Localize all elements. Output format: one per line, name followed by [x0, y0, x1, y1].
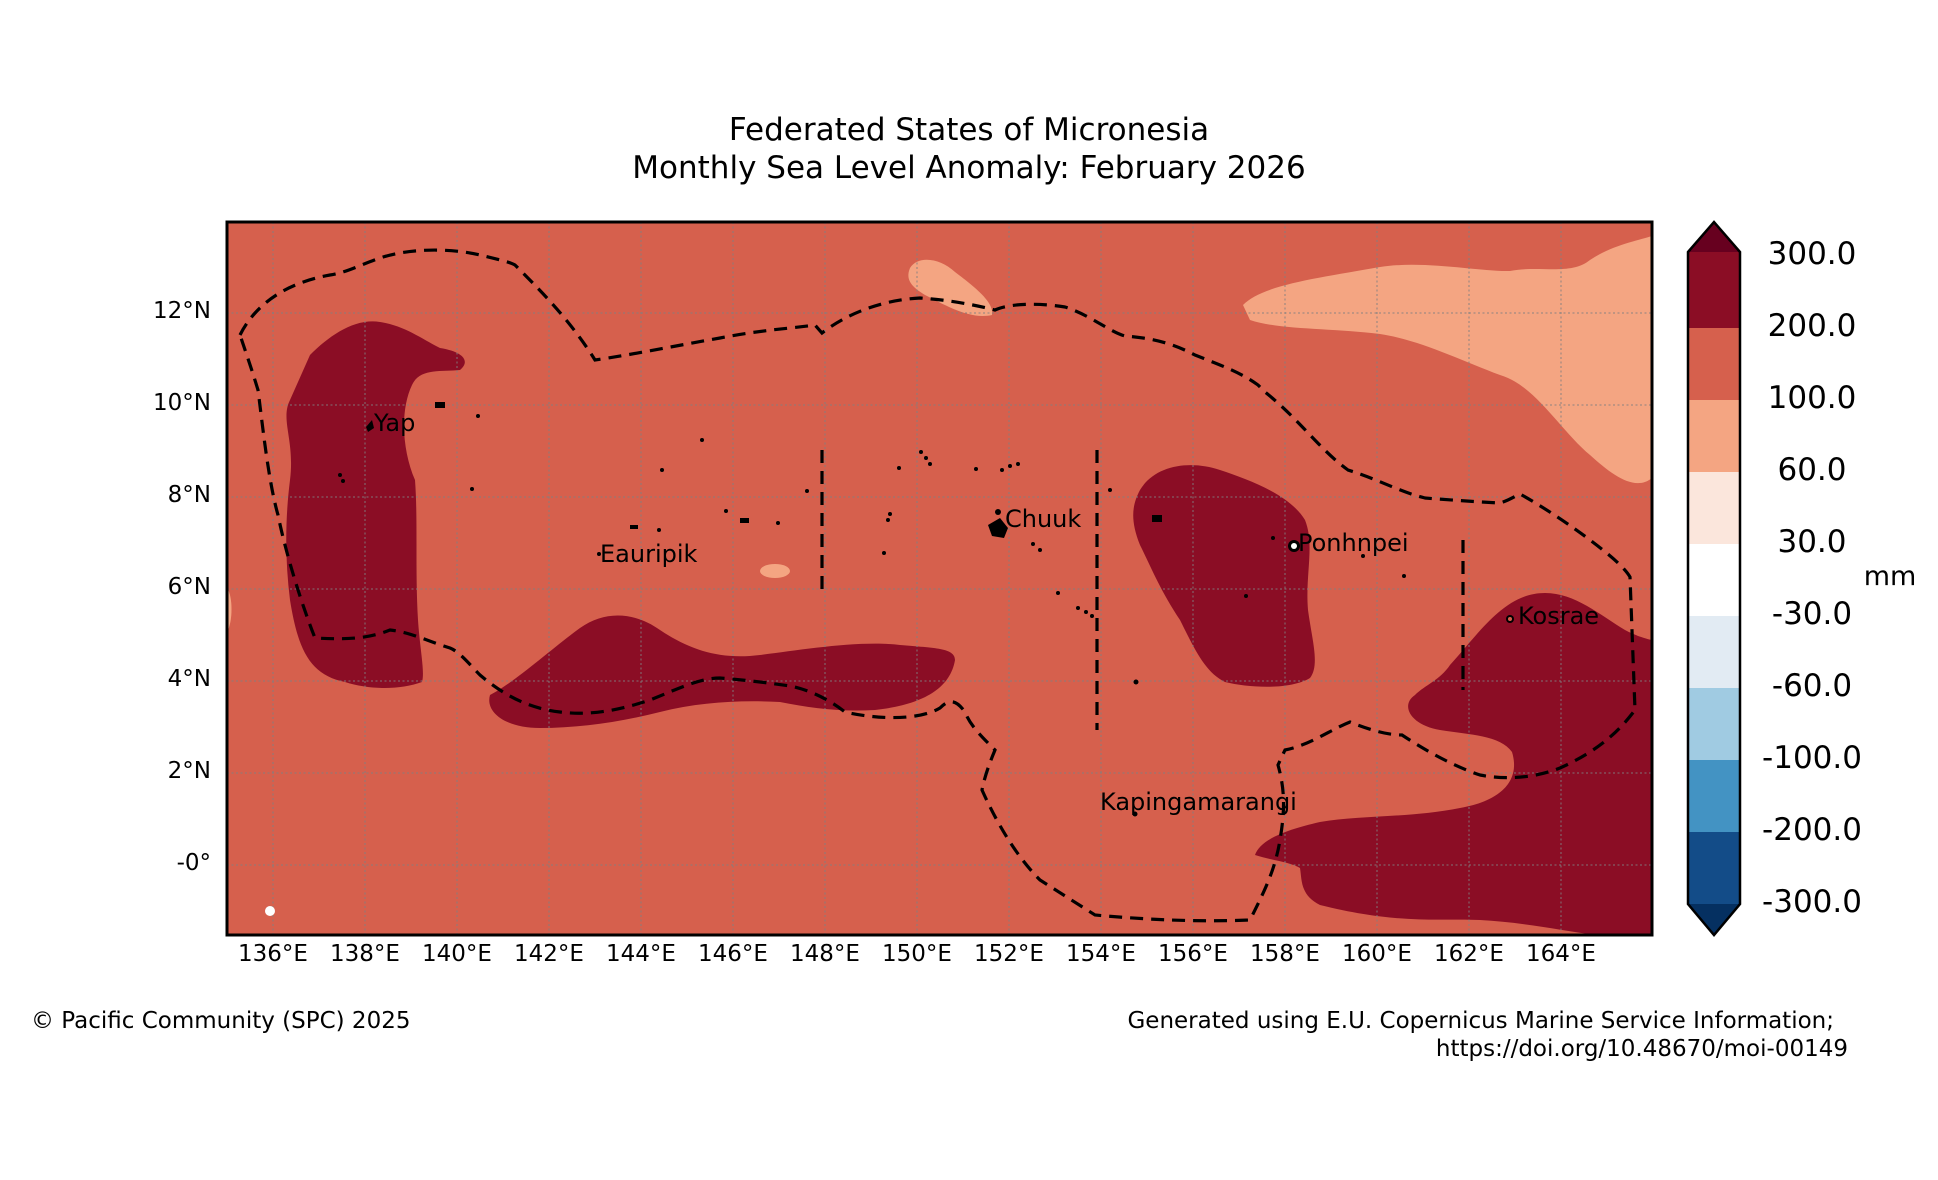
islands [338, 402, 1514, 817]
lat-label-0: -0° [176, 850, 211, 876]
lon-label-136e: 136°E [238, 941, 308, 967]
lon-label-142e: 142°E [514, 941, 584, 967]
colorbar-unit: mm [1863, 561, 1917, 592]
lon-label-160e: 160°E [1342, 941, 1412, 967]
island-kapingamarangi [1132, 811, 1138, 817]
lon-label-146e: 146°E [698, 941, 768, 967]
colorbar-label-30: 30.0 [1777, 524, 1847, 560]
anomaly-high-region-southeast [1255, 593, 1652, 935]
colorbar-outline [1686, 220, 1742, 937]
lon-label-138e: 138°E [330, 941, 400, 967]
island-white-marker [265, 906, 275, 916]
colorbar [1686, 220, 1742, 937]
anomaly-field: Yap Eauripik Chuuk Ponhnpei Kosrae Kapin… [227, 222, 1652, 935]
place-label-chuuk: Chuuk [1005, 505, 1081, 533]
island-ulithi [435, 402, 445, 408]
place-label-kapingamarangi: Kapingamarangi [1100, 788, 1297, 816]
place-label-kosrae: Kosrae [1518, 602, 1599, 630]
lon-label-140e: 140°E [422, 941, 492, 967]
lat-label-12n: 12°N [153, 298, 211, 324]
footer-copyright: © Pacific Community (SPC) 2025 [31, 1008, 411, 1034]
colorbar-label-neg60: -60.0 [1771, 668, 1853, 704]
anomaly-low-region-ne [1243, 236, 1652, 484]
anomaly-low-region-north [908, 259, 993, 316]
anomaly-high-region-ponhnpei [1133, 465, 1315, 687]
anomaly-low-spot [760, 564, 790, 578]
colorbar-label-neg30: -30.0 [1771, 596, 1853, 632]
lon-label-152e: 152°E [974, 941, 1044, 967]
lon-label-150e: 150°E [882, 941, 952, 967]
anomaly-high-region-yap [286, 321, 465, 688]
colorbar-label-100: 100.0 [1767, 380, 1857, 416]
map-frame [225, 220, 1654, 937]
lat-label-6n: 6°N [167, 574, 211, 600]
colorbar-label-neg100: -100.0 [1762, 740, 1862, 776]
gridlines [227, 222, 1652, 935]
colorbar-label-60: 60.0 [1777, 452, 1847, 488]
lon-label-144e: 144°E [606, 941, 676, 967]
footer-source-line2: https://doi.org/10.48670/moi-00149 [1435, 1036, 1848, 1062]
lat-label-4n: 4°N [167, 666, 211, 692]
lon-label-148e: 148°E [790, 941, 860, 967]
title-line-2: Monthly Sea Level Anomaly: February 2026 [632, 150, 1306, 186]
colorbar-label-300: 300.0 [1767, 236, 1857, 272]
lon-label-154e: 154°E [1066, 941, 1136, 967]
colorbar-label-200: 200.0 [1767, 308, 1857, 344]
lat-label-2n: 2°N [167, 758, 211, 784]
island-chuuk-lagoon [988, 518, 1008, 538]
lon-label-156e: 156°E [1158, 941, 1228, 967]
lon-label-164e: 164°E [1526, 941, 1596, 967]
colorbar-extend-bottom [1688, 904, 1740, 935]
island-yap [366, 420, 374, 432]
lat-label-8n: 8°N [167, 482, 211, 508]
colorbar-label-neg300: -300.0 [1762, 884, 1862, 920]
colorbar-label-neg200: -200.0 [1762, 812, 1862, 848]
lat-label-10n: 10°N [153, 390, 211, 416]
title-line-1: Federated States of Micronesia [728, 112, 1210, 148]
place-label-eauripik: Eauripik [600, 540, 698, 568]
footer-source-line1: Generated using E.U. Copernicus Marine S… [1127, 1008, 1834, 1034]
colorbar-extend-top [1688, 222, 1740, 252]
eez-boundary [238, 248, 1637, 923]
lon-label-162e: 162°E [1434, 941, 1504, 967]
place-label-ponhnpei: Ponhnpei [1298, 529, 1409, 557]
lon-label-158e: 158°E [1250, 941, 1320, 967]
place-label-yap: Yap [373, 409, 415, 437]
anomaly-high-region-south-central [489, 615, 955, 728]
